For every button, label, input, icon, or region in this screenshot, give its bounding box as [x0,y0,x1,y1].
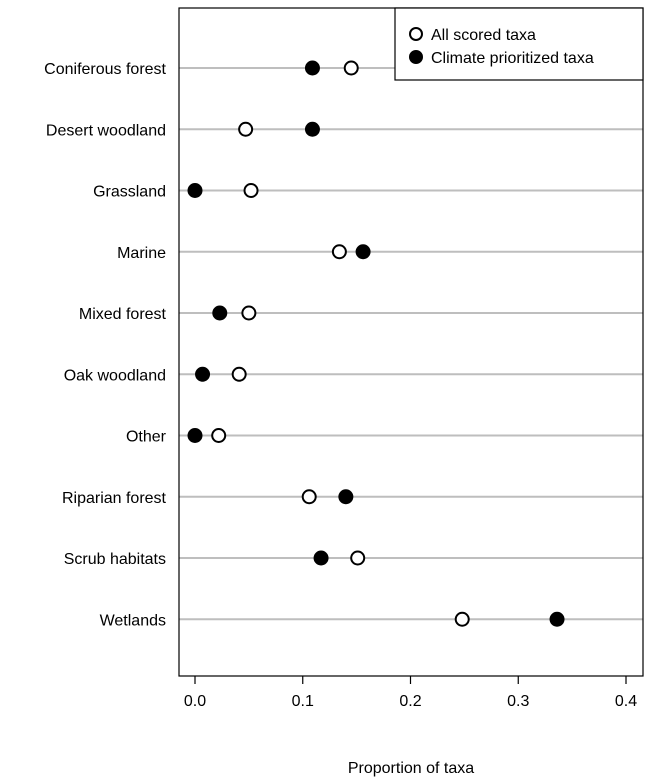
point-all-scored-taxa-marine [331,244,347,260]
x-tick-label-1: 0.1 [292,693,314,710]
category-label-desert-woodland: Desert woodland [46,122,166,139]
x-tick-label-3: 0.3 [507,693,529,710]
point-all-scored-taxa-grassland [243,183,259,198]
category-labels: Coniferous forest Desert woodland Grasslan… [44,61,167,629]
category-label-grassland: Grassland [93,184,166,201]
point-all-scored-taxa-desert-woodland [238,121,254,137]
x-axis-title: Proportion of taxa [348,760,474,777]
x-tick-label-2: 0.2 [399,693,421,710]
point-climate-prioritized-taxa-grassland [187,183,203,198]
category-label-scrub-habitats: Scrub habitats [64,551,166,568]
legend-marker-filled-circle [409,50,423,64]
point-climate-prioritized-taxa-coniferous-forest [304,60,320,76]
legend-box [394,7,644,81]
point-all-scored-taxa-wetlands [454,611,470,627]
legend-marker-open-circle [409,27,423,41]
data-points [187,60,565,627]
point-all-scored-taxa-oak-woodland [231,366,247,382]
point-climate-prioritized-taxa-mixed-forest [212,305,228,321]
point-climate-prioritized-taxa-oak-woodland [195,366,211,382]
category-label-mixed-forest: Mixed forest [79,306,167,323]
category-label-other: Other [126,429,167,446]
legend: All scored taxa Climate prioritized taxa [394,7,644,81]
x-tick-label-0: 0.0 [184,693,206,710]
point-climate-prioritized-taxa-desert-woodland [304,121,320,137]
point-all-scored-taxa-other [211,428,227,443]
category-label-coniferous-forest: Coniferous forest [44,61,166,78]
category-label-wetlands: Wetlands [100,612,166,629]
point-climate-prioritized-taxa-other [187,428,203,443]
point-all-scored-taxa-coniferous-forest [343,60,359,76]
point-climate-prioritized-taxa-marine [355,244,371,260]
point-climate-prioritized-taxa-riparian-forest [338,489,354,505]
point-climate-prioritized-taxa-wetlands [549,611,565,627]
point-all-scored-taxa-mixed-forest [241,305,257,321]
point-climate-prioritized-taxa-scrub-habitats [313,550,329,566]
point-all-scored-taxa-riparian-forest [301,489,317,505]
x-tick-label-4: 0.4 [615,693,637,710]
category-label-riparian-forest: Riparian forest [62,490,167,507]
category-label-marine: Marine [117,245,166,262]
x-axis: 0.0 0.1 0.2 0.3 0.4 [184,676,637,710]
category-label-oak-woodland: Oak woodland [64,367,166,384]
legend-label-climate-prioritized: Climate prioritized taxa [431,50,594,67]
legend-label-all-scored: All scored taxa [431,27,536,44]
point-all-scored-taxa-scrub-habitats [350,550,366,566]
